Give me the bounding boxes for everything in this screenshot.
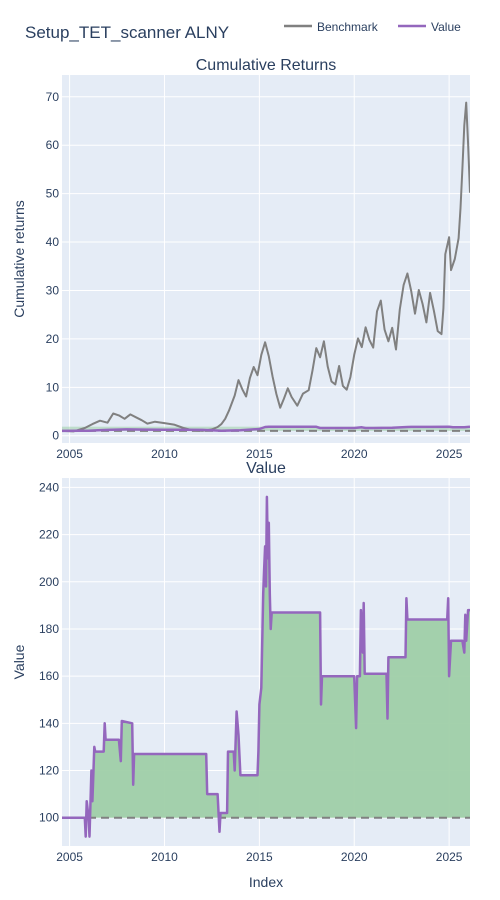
legend-label-benchmark[interactable]: Benchmark <box>317 20 379 34</box>
y-tick-label: 200 <box>39 575 59 589</box>
x-tick-label: 2010 <box>151 850 178 864</box>
x-tick-label: 2025 <box>436 850 463 864</box>
y-tick-label: 220 <box>39 528 59 542</box>
x-tick-label: 2015 <box>246 447 273 461</box>
x-tick-label: 2025 <box>436 447 463 461</box>
y-tick-label: 100 <box>39 811 59 825</box>
x-tick-label: 2020 <box>341 447 368 461</box>
y-tick-label: 60 <box>46 138 60 152</box>
benchmark-series-line <box>62 101 470 433</box>
cumulative-returns-panel: 0 10 20 30 40 50 60 70 2005 2010 2015 2020 2025 Cumul… <box>11 57 470 461</box>
y-tick-label: 20 <box>46 332 60 346</box>
y-axis-title: Cumulative returns <box>11 200 27 318</box>
x-axis-title: Index <box>249 874 283 890</box>
x-tick-label: 2010 <box>151 447 178 461</box>
y-tick-label: 0 <box>52 429 59 443</box>
y-tick-label: 180 <box>39 622 59 636</box>
x-tick-label: 2015 <box>246 850 273 864</box>
value-series-line <box>62 425 470 433</box>
y-tick-label: 40 <box>46 235 60 249</box>
y-tick-label: 160 <box>39 669 59 683</box>
panel-title: Value <box>246 460 286 477</box>
y-tick-label: 240 <box>39 480 59 494</box>
y-tick-label: 10 <box>46 380 60 394</box>
value-panel: 100 120 140 160 180 200 220 240 2005 2010 2015 2020… <box>11 460 470 890</box>
y-tick-label: 50 <box>46 187 60 201</box>
x-tick-label: 2005 <box>56 447 83 461</box>
y-tick-label: 140 <box>39 716 59 730</box>
y-tick-label: 120 <box>39 764 59 778</box>
y-tick-label: 70 <box>46 90 60 104</box>
plot-area[interactable] <box>62 75 470 443</box>
value-fill-area <box>62 426 470 431</box>
legend-label-value[interactable]: Value <box>431 20 461 34</box>
y-axis-title: Value <box>11 644 27 679</box>
panel-title: Cumulative Returns <box>196 57 337 74</box>
x-tick-label: 2005 <box>56 850 83 864</box>
x-tick-label: 2020 <box>341 850 368 864</box>
value-fill-area <box>62 496 470 837</box>
value-series-line <box>62 495 470 838</box>
figure-title: Setup_TET_scanner ALNY <box>25 23 229 42</box>
y-tick-label: 30 <box>46 283 60 297</box>
legend[interactable]: Benchmark Value <box>284 20 461 34</box>
